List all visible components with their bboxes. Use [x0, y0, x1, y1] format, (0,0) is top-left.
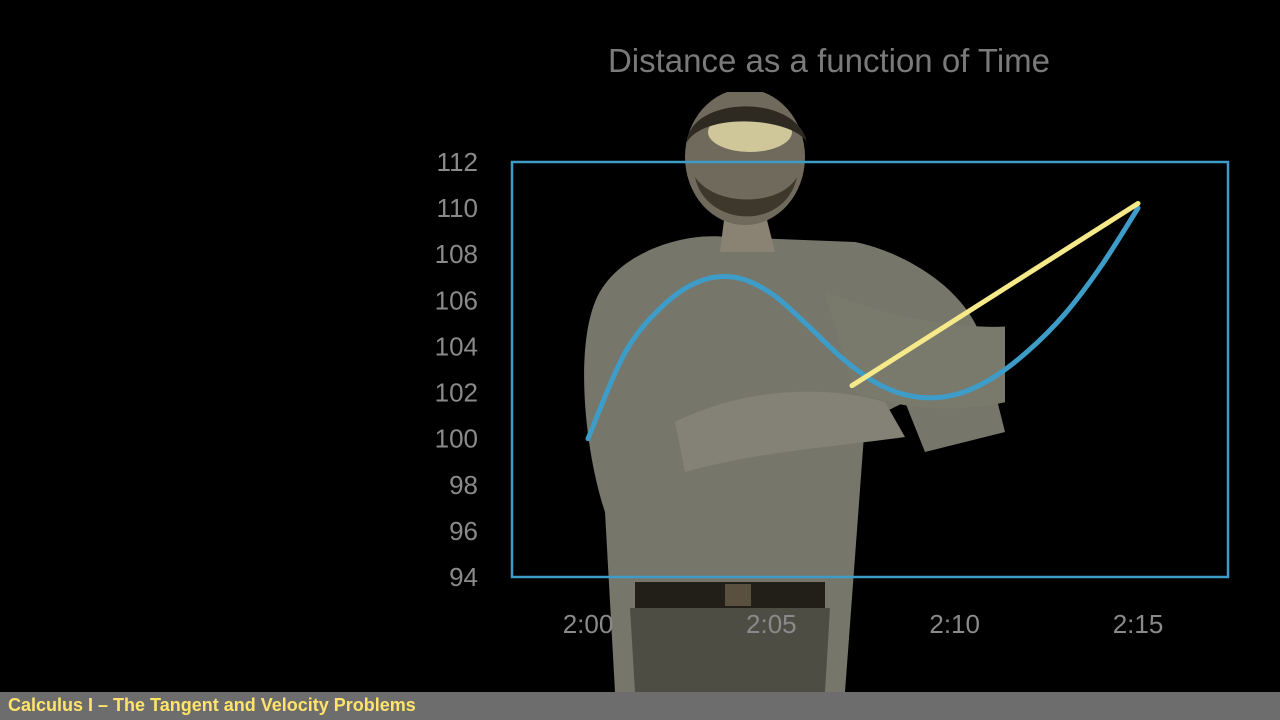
- y-tick-label: 106: [435, 285, 478, 315]
- y-tick-label: 100: [435, 424, 478, 454]
- x-tick-label: 2:00: [563, 609, 614, 639]
- chart-title: Distance as a function of Time: [608, 42, 1050, 79]
- x-tick-label: 2:10: [929, 609, 980, 639]
- series-group: [585, 201, 1141, 442]
- y-tick-label: 94: [449, 562, 478, 592]
- y-tick-label: 110: [437, 193, 478, 223]
- y-tick-label: 98: [449, 470, 478, 500]
- secant-line: [849, 201, 1141, 389]
- y-tick-label: 112: [437, 147, 478, 177]
- x-tick-label: 2:05: [746, 609, 797, 639]
- y-tick-labels: 94 96 98 100 102 104 106 108 110 112: [435, 147, 478, 592]
- footer-caption: Calculus I – The Tangent and Velocity Pr…: [8, 695, 416, 715]
- x-tick-label: 2:15: [1113, 609, 1164, 639]
- plot-frame: [510, 160, 1230, 579]
- y-tick-label: 96: [449, 516, 478, 546]
- y-tick-label: 104: [435, 331, 478, 361]
- footer-bar: Calculus I – The Tangent and Velocity Pr…: [0, 692, 1280, 720]
- y-tick-label: 102: [435, 378, 478, 408]
- y-tick-label: 108: [435, 239, 478, 269]
- x-tick-labels: 2:00 2:05 2:10 2:15: [563, 609, 1164, 639]
- distance-curve-line: [585, 205, 1141, 442]
